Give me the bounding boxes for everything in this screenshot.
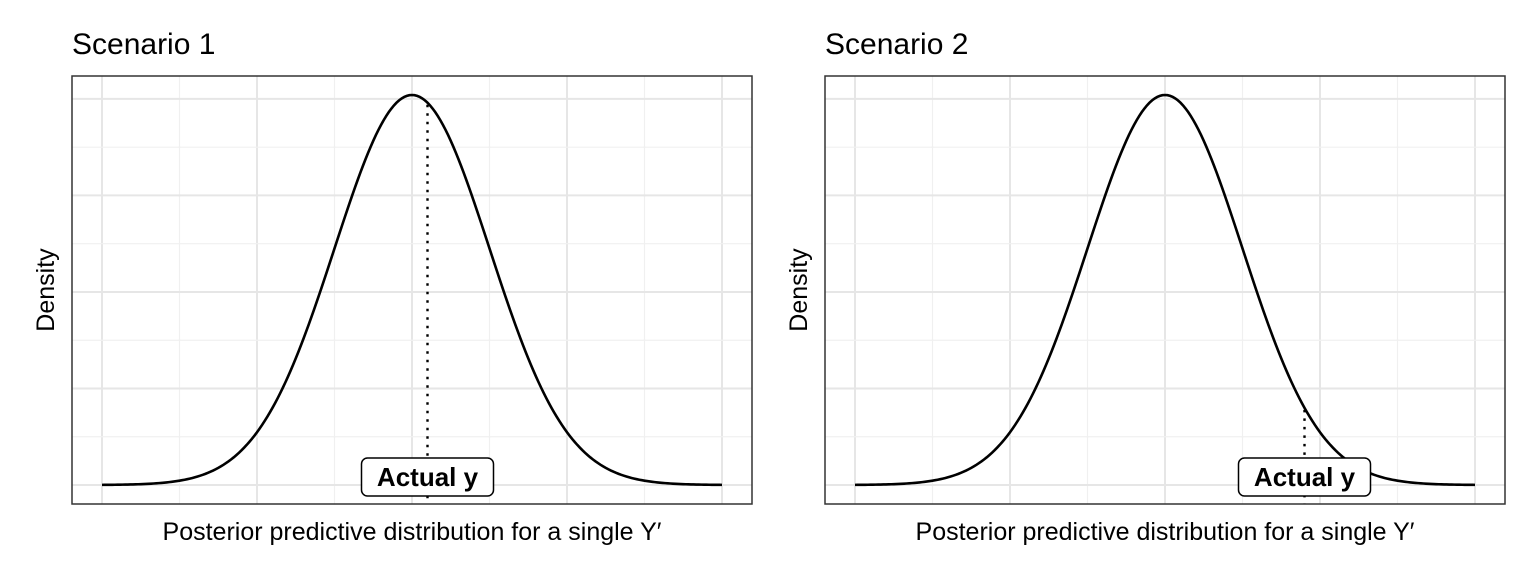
panel-title: Scenario 2 (825, 28, 968, 61)
density-curve (101, 93, 723, 487)
grid (825, 76, 1505, 504)
y-axis-label: Density (32, 248, 60, 332)
y-axis-label: Density (785, 248, 813, 332)
plot-frame (824, 75, 1506, 505)
density-curve (854, 93, 1476, 487)
x-axis-label: Posterior predictive distribution for a … (916, 518, 1415, 546)
panel-title: Scenario 1 (72, 28, 215, 61)
actual-y-label-box (1237, 457, 1372, 497)
actual-y-label: Actual y (1254, 462, 1356, 492)
plot-frame (71, 75, 753, 505)
actual-y-label-box (360, 457, 495, 497)
x-axis-label: Posterior predictive distribution for a … (163, 518, 662, 546)
panel-scenario-1: Scenario 1 Actual y Density Posterior pr… (32, 28, 753, 546)
actual-y-label: Actual y (377, 462, 479, 492)
panel-scenario-2: Scenario 2 Actual y Density Posterior pr… (785, 28, 1506, 546)
grid (72, 76, 752, 504)
